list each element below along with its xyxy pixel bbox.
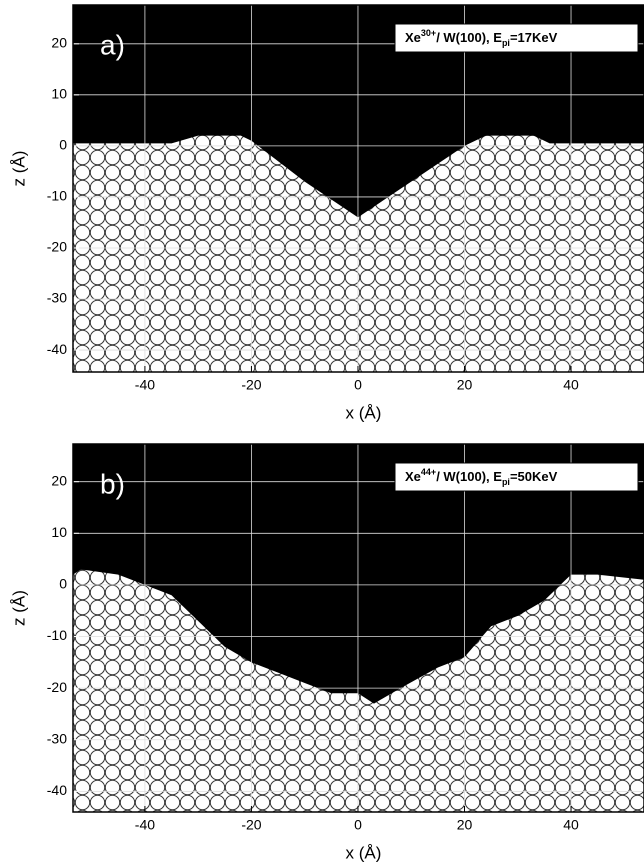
y-tick-label: -10 (47, 188, 67, 204)
y-tick-label: 10 (51, 524, 67, 540)
panel-label: b) (100, 468, 125, 499)
x-axis-label: x (Å) (346, 403, 382, 422)
x-tick-label: -40 (135, 377, 155, 393)
y-tick-label: -40 (47, 782, 67, 798)
annotation-part: / W(100), E (436, 30, 502, 45)
annotation: Xe44+/ W(100), Epi=50KeV (405, 467, 558, 487)
panel-label: a) (100, 29, 125, 60)
panel: -40 -20 0 20 40 -40 -30 -20 -10 0 10 20 x (Å) z (Å) b)… (9, 443, 644, 862)
x-tick-label: 40 (563, 817, 579, 833)
y-tick-label: -40 (47, 341, 67, 357)
panel: -40 -20 0 20 40 -40 -30 -20 -10 0 10 20 x (Å) z (Å) a)… (9, 4, 644, 422)
x-tick-label: 20 (457, 817, 473, 833)
annotation-part: / W(100), E (436, 469, 502, 484)
y-tick-label: 0 (59, 576, 67, 592)
y-tick-label: -20 (47, 679, 67, 695)
y-tick-label: -30 (47, 730, 67, 746)
y-tick-label: 0 (59, 137, 67, 153)
x-tick-label: 0 (354, 817, 362, 833)
x-axis-label: x (Å) (346, 843, 382, 862)
x-tick-label: -20 (241, 817, 261, 833)
annotation-box (394, 462, 639, 492)
y-axis-label: z (Å) (9, 590, 28, 626)
y-tick-label: 20 (51, 472, 67, 488)
annotation-box (394, 23, 639, 53)
annotation-part: 30+ (421, 28, 436, 38)
y-axis-label: z (Å) (9, 151, 28, 187)
annotation-part: Xe (405, 30, 421, 45)
annotation-part: Xe (405, 469, 421, 484)
y-tick-label: -20 (47, 239, 67, 255)
x-tick-label: -20 (241, 377, 261, 393)
x-tick-label: 20 (457, 377, 473, 393)
x-tick-label: 40 (563, 377, 579, 393)
x-tick-label: 0 (354, 377, 362, 393)
plot-frame (72, 4, 644, 373)
annotation-part: =17KeV (510, 30, 558, 45)
annotation: Xe30+/ W(100), Epi=17KeV (405, 28, 558, 48)
annotation-part: pi (502, 477, 510, 487)
annotation-part: 44+ (421, 467, 436, 477)
annotation-part: =50KeV (510, 469, 558, 484)
y-tick-label: -30 (47, 290, 67, 306)
y-tick-label: 10 (51, 86, 67, 102)
surface-area (73, 569, 644, 812)
y-tick-label: -10 (47, 627, 67, 643)
x-tick-label: -40 (135, 817, 155, 833)
annotation-part: pi (502, 38, 510, 48)
plot-frame (72, 443, 644, 813)
y-tick-label: 20 (51, 34, 67, 50)
surface-area (73, 135, 644, 372)
